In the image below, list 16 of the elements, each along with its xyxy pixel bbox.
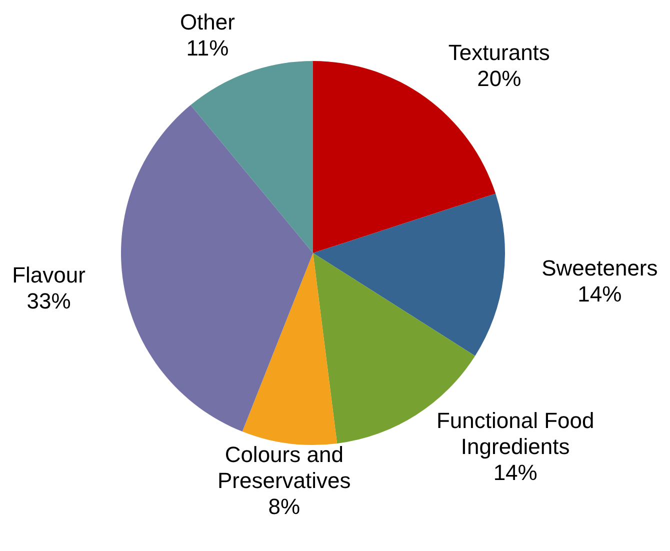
slice-label: Sweeteners [542,255,658,280]
slice-label: Other [180,10,235,35]
data-label: 8% [268,494,300,520]
data-label: 20% [477,66,522,92]
pie-slice [121,105,313,432]
pie-slice [313,194,505,356]
data-label: 11% [186,36,229,61]
slice-label: Texturants [448,40,550,66]
pie-slice [242,253,338,445]
data-label: 14% [493,460,538,486]
slice-label: Flavour [12,262,86,288]
pie-slice [190,61,313,253]
slice-label: Functional Food Ingredients [436,408,594,460]
data-label: 14% [578,281,622,306]
slice-label: Colours and Preservatives [217,442,351,494]
data-label: 33% [26,288,71,314]
